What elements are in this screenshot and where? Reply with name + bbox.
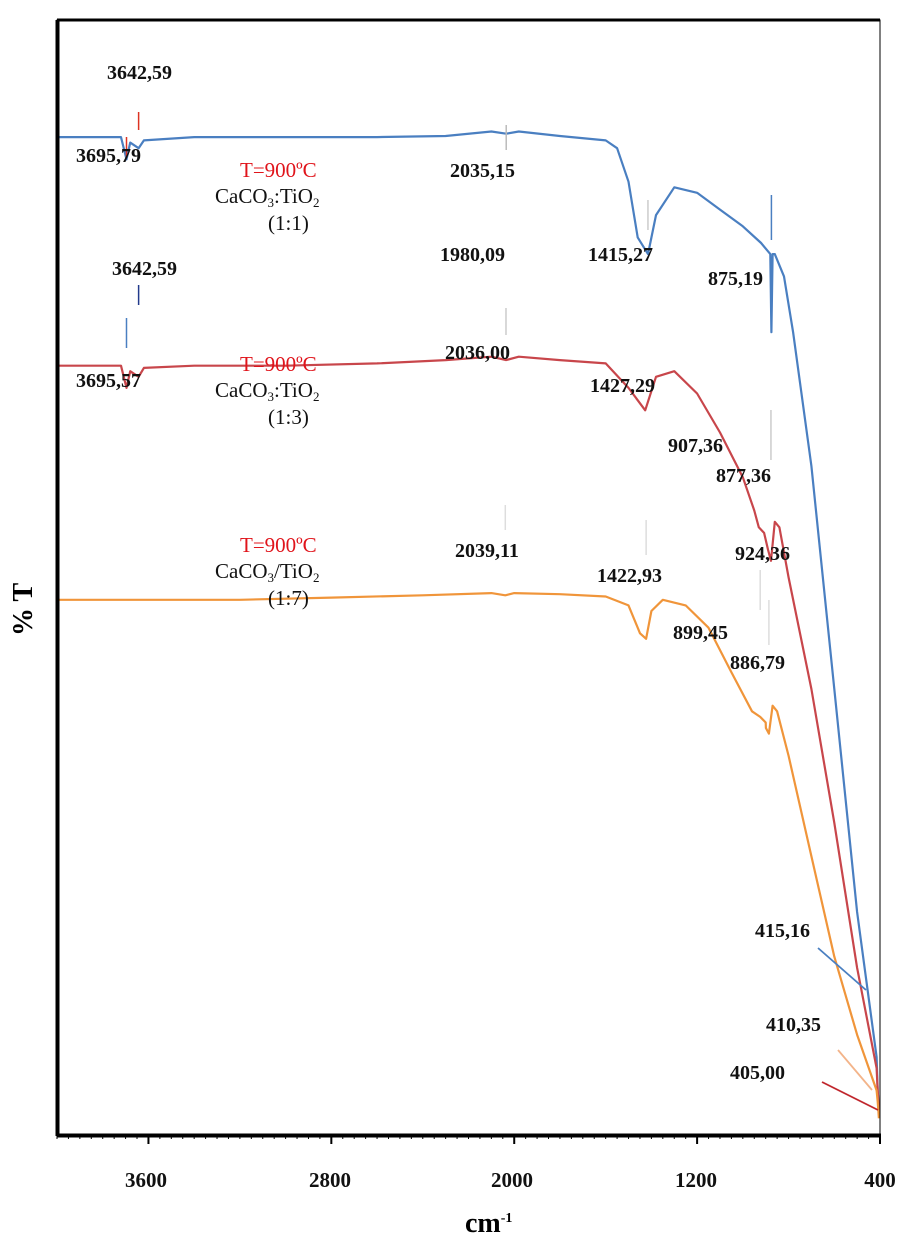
- peak-label: 907,36: [668, 435, 723, 457]
- peak-label: 2035,15: [450, 160, 515, 182]
- sample-1-composition: CaCO3:TiO2: [215, 184, 320, 210]
- x-tick-label-3600: 3600: [125, 1168, 167, 1192]
- peak-label: 1415,27: [588, 244, 653, 266]
- sample-1-temperature: T=900ºC: [240, 158, 317, 182]
- x-tick-label-2000: 2000: [491, 1168, 533, 1192]
- x-tick-label-2800: 2800: [309, 1168, 351, 1192]
- peak-label: 1427,29: [590, 375, 655, 397]
- sample-3-ratio: (1:7): [268, 586, 309, 610]
- peak-label: 875,19: [708, 268, 763, 290]
- x-axis-ticks: [56, 1135, 881, 1144]
- peak-label: 1422,93: [597, 565, 662, 587]
- y-axis-title: % T: [8, 582, 39, 636]
- peak-label: 3695,79: [76, 145, 141, 167]
- peak-label: 886,79: [730, 652, 785, 674]
- sample-2-ratio: (1:3): [268, 405, 309, 429]
- peak-label: 899,45: [673, 622, 728, 644]
- sample-2-composition: CaCO3:TiO2: [215, 378, 320, 404]
- peak-label: 410,35: [766, 1014, 821, 1036]
- x-axis-title: cm-1: [465, 1208, 513, 1239]
- spectrum-line-2: [57, 355, 880, 1113]
- peak-label: 3695,57: [76, 370, 141, 392]
- plot-frame: [56, 19, 881, 1136]
- sample-2-temperature: T=900ºC: [240, 352, 317, 376]
- peak-label: 1980,09: [440, 244, 505, 266]
- peak-label: 924,36: [735, 543, 790, 565]
- spectrum-line-3: [57, 592, 880, 1119]
- peak-label: 415,16: [755, 920, 810, 942]
- spectra-lines: [57, 130, 880, 1119]
- peak-label: 2039,11: [455, 540, 519, 562]
- sample-1-ratio: (1:1): [268, 211, 309, 235]
- peak-label: 2036,00: [445, 342, 510, 364]
- sample-3-composition: CaCO3/TiO2: [215, 559, 320, 585]
- peak-label: 405,00: [730, 1062, 785, 1084]
- x-tick-label-1200: 1200: [675, 1168, 717, 1192]
- peak-markers: [125, 112, 879, 1111]
- spectrum-line-1: [57, 130, 880, 1113]
- peak-label: 3642,59: [107, 62, 172, 84]
- peak-label: 877,36: [716, 465, 771, 487]
- x-tick-label-400: 400: [864, 1168, 896, 1192]
- sample-3-temperature: T=900ºC: [240, 533, 317, 557]
- peak-label: 3642,59: [112, 258, 177, 280]
